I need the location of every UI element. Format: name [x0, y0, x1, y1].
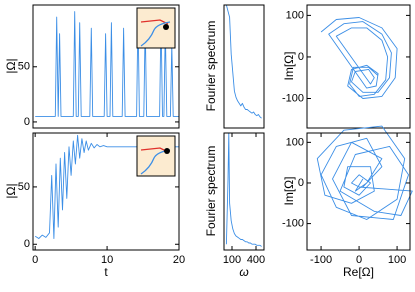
y-tick-label: 0	[298, 51, 304, 63]
data-line	[35, 11, 179, 117]
data-line	[320, 17, 398, 99]
plot-frame	[223, 4, 265, 129]
y-tick-label: -100	[282, 218, 304, 230]
x-tick-label: 0	[32, 254, 38, 266]
data-line	[316, 125, 413, 220]
y-axis-label: Im[Ω]	[282, 177, 296, 206]
data-line	[34, 134, 179, 239]
y-axis-label: Fourier spectrum	[204, 146, 218, 237]
inset-bottom	[136, 135, 176, 177]
x-tick-label: 20	[173, 254, 185, 266]
data-line	[225, 132, 262, 247]
y-axis-label: |Ω|	[4, 183, 18, 198]
inset-blue-curve	[140, 149, 171, 175]
inset-blue-curve	[140, 21, 171, 47]
x-tick-label: 400	[247, 254, 265, 266]
y-tick-label: 0	[298, 177, 304, 189]
inset-dot	[163, 24, 169, 30]
y-tick-label: 0	[24, 238, 30, 250]
y-axis-label: Fourier spectrum	[204, 21, 218, 112]
y-axis-label: Im[Ω]	[282, 52, 296, 81]
y-axis-label: |Ω|	[4, 58, 18, 73]
y-tick-label: 50	[18, 181, 30, 193]
y-tick-label: 50	[18, 61, 30, 73]
y-tick-label: 100	[286, 9, 304, 21]
x-axis-label: t	[104, 265, 108, 279]
y-tick-label: -100	[282, 92, 304, 104]
plot-frame	[306, 132, 411, 251]
x-axis-label: Re[Ω]	[343, 265, 374, 279]
x-tick-label: 0	[356, 254, 362, 266]
inset-dot	[164, 148, 170, 154]
plot-frame	[306, 4, 411, 129]
plot-frame	[223, 132, 265, 251]
y-tick-label: 100	[286, 136, 304, 148]
x-tick-label: 100	[388, 254, 406, 266]
plot-frame	[32, 132, 180, 251]
data-line	[225, 4, 262, 119]
x-tick-label: -100	[310, 254, 332, 266]
inset-top	[136, 7, 176, 49]
x-tick-label: 10	[101, 254, 113, 266]
x-tick-label: 100	[223, 254, 241, 266]
x-axis-label: ω	[239, 265, 248, 279]
y-tick-label: 0	[24, 116, 30, 128]
